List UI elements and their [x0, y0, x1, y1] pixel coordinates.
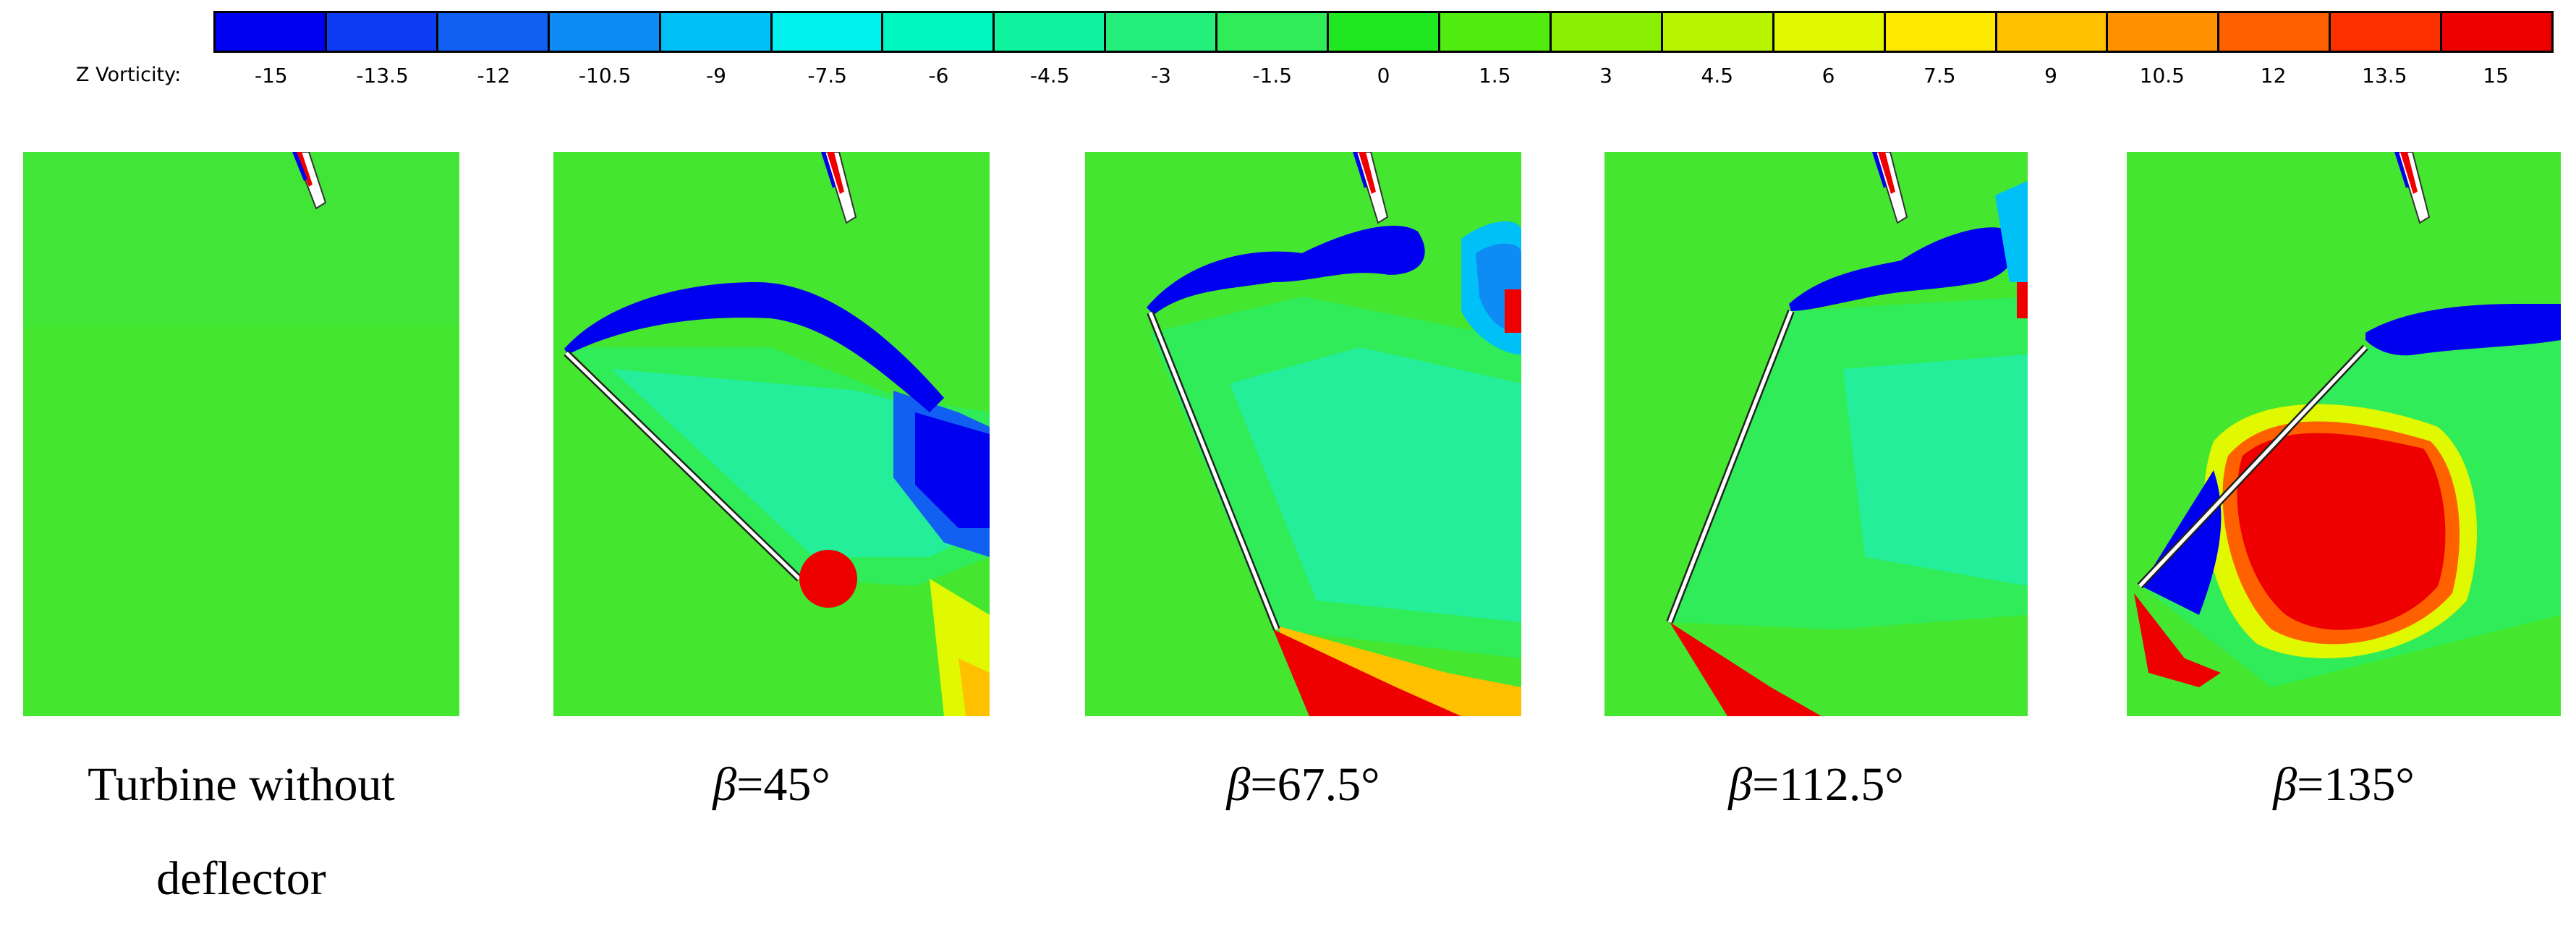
- caption-beta-67-5: β=67.5°: [1085, 738, 1521, 832]
- colorbar-tick-label: -15: [255, 64, 288, 88]
- colorbar-variable-label: Z Vorticity:: [76, 64, 182, 86]
- colorbar-tick-label: -13.5: [356, 64, 409, 88]
- beta-symbol: β: [2273, 758, 2297, 811]
- vortex-shed-top: [564, 282, 944, 412]
- vorticity-field-beta-45: [553, 152, 990, 716]
- panel-beta-112-5: [1604, 152, 2028, 716]
- colorbar-tick-label: 13.5: [2362, 64, 2407, 88]
- colorbar-swatch: [1106, 13, 1218, 51]
- colorbar-swatch: [1217, 13, 1330, 51]
- colorbar-tick-label: -6: [928, 64, 949, 88]
- vortex-shed-top: [1789, 227, 2015, 311]
- colorbar-swatch: [549, 13, 661, 51]
- vorticity-field-beta-135: [2127, 152, 2561, 716]
- colorbar-tick-label: 1.5: [1478, 64, 1511, 88]
- panel-beta-67-5: [1085, 152, 1521, 716]
- caption-value: =135°: [2297, 758, 2415, 811]
- colorbar-swatch: [1885, 13, 1997, 51]
- caption-value: =112.5°: [1752, 758, 1904, 811]
- caption-beta-45: β=45°: [553, 738, 990, 832]
- caption-beta-112-5: β=112.5°: [1604, 738, 2028, 832]
- vortex-red: [2237, 433, 2446, 630]
- colorbar-swatch: [660, 13, 773, 51]
- caption-beta-135: β=135°: [2127, 738, 2561, 832]
- vortex-red: [1670, 622, 1822, 716]
- colorbar-tick-label: -1.5: [1252, 64, 1293, 88]
- colorbar-swatch: [995, 13, 1107, 51]
- colorbar-swatch: [883, 13, 995, 51]
- colorbar-swatch: [1329, 13, 1440, 51]
- colorbar-tick-label: -4.5: [1029, 64, 1070, 88]
- vorticity-field-beta-67-5: [1085, 152, 1521, 716]
- colorbar-tick-label: -3: [1151, 64, 1171, 88]
- colorbar-tick-label: -9: [705, 64, 726, 88]
- caption-line-2: deflector: [156, 852, 326, 905]
- colorbar-swatch: [772, 13, 884, 51]
- colorbar-tick-label: 3: [1599, 64, 1612, 88]
- colorbar-swatch: [1997, 13, 2109, 51]
- caption-line-1: Turbine without: [88, 758, 395, 811]
- colorbar-tick-label: 6: [1822, 64, 1835, 88]
- colorbar-swatch: [2442, 13, 2552, 51]
- vorticity-field-beta-112-5: [1604, 152, 2028, 716]
- colorbar-swatch: [2219, 13, 2331, 51]
- colorbar-swatch: [2331, 13, 2443, 51]
- colorbar-swatch: [326, 13, 438, 51]
- colorbar-tick-label: 4.5: [1701, 64, 1734, 88]
- colorbar-tick-label: 10.5: [2139, 64, 2185, 88]
- vorticity-field-no-deflector: [23, 152, 459, 716]
- colorbar-tick-label: -10.5: [578, 64, 632, 88]
- colorbar-tick-label: 12: [2260, 64, 2287, 88]
- colorbar-tick-label: 0: [1377, 64, 1390, 88]
- colorbar-swatch: [216, 13, 327, 51]
- colorbar-tick-label: -12: [477, 64, 511, 88]
- vortex-shed-top: [2365, 304, 2561, 356]
- beta-symbol: β: [713, 758, 737, 811]
- colorbar-swatch: [1440, 13, 1552, 51]
- panel-beta-135: [2127, 152, 2561, 716]
- beta-symbol: β: [1728, 758, 1753, 811]
- colorbar-swatch: [1662, 13, 1774, 51]
- colorbar-tick-label: 15: [2483, 64, 2509, 88]
- colorbar-swatch: [438, 13, 550, 51]
- colorbar-tick-label: 9: [2044, 64, 2057, 88]
- beta-symbol: β: [1226, 758, 1251, 811]
- caption-no-deflector: Turbine without deflector: [23, 738, 459, 926]
- vorticity-colorbar: [213, 11, 2554, 53]
- caption-value: =67.5°: [1250, 758, 1380, 811]
- colorbar-swatch: [1774, 13, 1886, 51]
- colorbar-tick-label: -7.5: [807, 64, 848, 88]
- caption-value: =45°: [736, 758, 830, 811]
- vortex-red: [1273, 629, 1461, 716]
- vortex-shed-top: [1147, 225, 1425, 315]
- vortex-red: [799, 550, 857, 608]
- colorbar-tick-label: 7.5: [1924, 64, 1956, 88]
- panel-no-deflector: [23, 152, 459, 716]
- colorbar-swatch: [2108, 13, 2220, 51]
- panel-beta-45: [553, 152, 990, 716]
- colorbar-swatch: [1551, 13, 1663, 51]
